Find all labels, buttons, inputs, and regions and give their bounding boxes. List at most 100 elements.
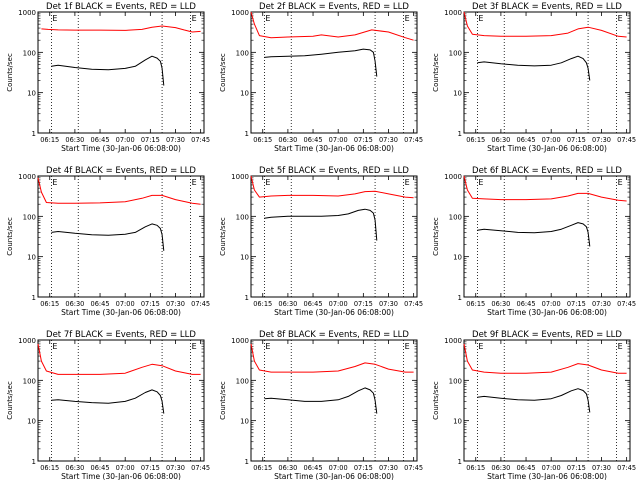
y-tick-label: 1000	[18, 173, 36, 181]
x-tick-label: 07:30	[166, 464, 185, 472]
x-axis-label: Start Time (30-Jan-06 06:08:00)	[274, 308, 394, 317]
y-axis-label: Counts/sec	[432, 217, 440, 256]
x-tick-label: 07:00	[329, 300, 348, 308]
panel-title: Det 6f BLACK = Events, RED = LLD	[472, 166, 622, 176]
axes-box	[37, 11, 205, 134]
x-tick-label: 07:00	[542, 464, 561, 472]
series-line-lld	[250, 175, 414, 199]
panel-det-4: Det 4f BLACK = Events, RED = LLD E E 1 10 100…	[6, 166, 210, 317]
edge-marker-label: E	[192, 342, 197, 351]
x-tick-label: 07:15	[567, 136, 586, 144]
edge-marker-label: E	[478, 342, 483, 351]
panel-det-3: Det 3f BLACK = Events, RED = LLD E E 1 10 100…	[432, 2, 636, 153]
edge-marker-label: E	[618, 14, 623, 23]
edge-marker-label: E	[405, 178, 410, 187]
y-tick-label: 100	[23, 213, 36, 221]
series-line-events	[477, 55, 591, 81]
x-tick-label: 06:45	[517, 136, 536, 144]
y-tick-label: 1	[245, 458, 249, 466]
y-tick-label: 10	[27, 418, 36, 426]
x-tick-label: 07:30	[379, 464, 398, 472]
y-tick-label: 1	[458, 458, 462, 466]
panel-det-9: Det 9f BLACK = Events, RED = LLD E E 1 10 100…	[432, 330, 636, 481]
x-axis-label: Start Time (30-Jan-06 06:08:00)	[61, 308, 181, 317]
y-axis-label: Counts/sec	[219, 381, 227, 420]
series-line-lld	[250, 11, 414, 41]
x-tick-label: 07:45	[617, 136, 636, 144]
edge-marker-label: E	[265, 178, 270, 187]
series-line-lld	[41, 25, 201, 33]
panel-title: Det 5f BLACK = Events, RED = LLD	[259, 166, 409, 176]
y-axis-label: Counts/sec	[219, 53, 227, 92]
x-axis-label: Start Time (30-Jan-06 06:08:00)	[61, 144, 181, 153]
edge-marker-label: E	[405, 342, 410, 351]
x-tick-label: 07:15	[354, 136, 373, 144]
y-axis-label: Counts/sec	[6, 217, 14, 256]
y-tick-label: 1	[32, 458, 36, 466]
panel-det-5: Det 5f BLACK = Events, RED = LLD E E 1 10 100…	[219, 166, 423, 317]
axes-box	[463, 11, 631, 134]
y-tick-label: 10	[27, 90, 36, 98]
x-tick-label: 06:30	[65, 136, 84, 144]
x-tick-label: 07:45	[617, 464, 636, 472]
x-tick-label: 07:00	[542, 300, 561, 308]
x-tick-label: 06:30	[65, 464, 84, 472]
x-tick-label: 06:30	[278, 464, 297, 472]
x-tick-label: 07:30	[592, 136, 611, 144]
edge-marker-label: E	[265, 14, 270, 23]
x-tick-label: 07:00	[116, 136, 135, 144]
panel-det-1: Det 1f BLACK = Events, RED = LLD E E 1 10 100…	[6, 2, 210, 153]
series-line-events	[51, 223, 165, 251]
edge-marker-label: E	[405, 14, 410, 23]
y-tick-label: 100	[449, 213, 462, 221]
y-tick-label: 10	[453, 254, 462, 262]
x-tick-label: 07:15	[141, 300, 160, 308]
y-tick-label: 1000	[231, 173, 249, 181]
series-line-events	[51, 389, 165, 414]
y-tick-label: 10	[453, 418, 462, 426]
x-tick-label: 06:15	[466, 136, 485, 144]
axes-box	[250, 175, 418, 298]
edge-marker-label: E	[52, 14, 57, 23]
series-line-lld	[37, 343, 201, 375]
x-tick-label: 06:30	[491, 300, 510, 308]
x-tick-label: 07:30	[592, 300, 611, 308]
panel-title: Det 9f BLACK = Events, RED = LLD	[472, 330, 622, 340]
x-axis-label: Start Time (30-Jan-06 06:08:00)	[487, 308, 607, 317]
x-tick-label: 07:45	[191, 300, 210, 308]
edge-marker-label: E	[192, 178, 197, 187]
x-tick-label: 06:30	[278, 136, 297, 144]
x-tick-label: 06:45	[517, 464, 536, 472]
x-tick-label: 07:15	[141, 464, 160, 472]
y-tick-label: 100	[449, 377, 462, 385]
x-tick-label: 06:15	[466, 300, 485, 308]
x-tick-label: 06:15	[40, 136, 59, 144]
x-tick-label: 06:15	[253, 136, 272, 144]
y-tick-label: 1	[458, 294, 462, 302]
y-tick-label: 1000	[18, 9, 36, 17]
edge-marker-label: E	[265, 342, 270, 351]
x-tick-label: 06:30	[491, 464, 510, 472]
y-tick-label: 10	[453, 90, 462, 98]
y-axis-label: Counts/sec	[6, 381, 14, 420]
x-tick-label: 06:15	[40, 300, 59, 308]
y-tick-label: 1	[245, 130, 249, 138]
edge-marker-label: E	[478, 178, 483, 187]
y-tick-label: 100	[236, 49, 249, 57]
y-tick-label: 100	[23, 377, 36, 385]
series-line-lld	[250, 343, 414, 373]
y-tick-label: 1000	[444, 9, 462, 17]
x-tick-label: 06:30	[278, 300, 297, 308]
series-line-events	[264, 48, 378, 77]
y-tick-label: 1000	[444, 173, 462, 181]
series-line-lld	[463, 175, 627, 202]
edge-marker-label: E	[478, 14, 483, 23]
x-tick-label: 06:45	[517, 300, 536, 308]
x-tick-label: 07:15	[567, 464, 586, 472]
panel-title: Det 8f BLACK = Events, RED = LLD	[259, 330, 409, 340]
axes-box	[250, 339, 418, 462]
y-tick-label: 1000	[18, 337, 36, 345]
x-tick-label: 07:45	[191, 136, 210, 144]
x-axis-label: Start Time (30-Jan-06 06:08:00)	[274, 472, 394, 480]
